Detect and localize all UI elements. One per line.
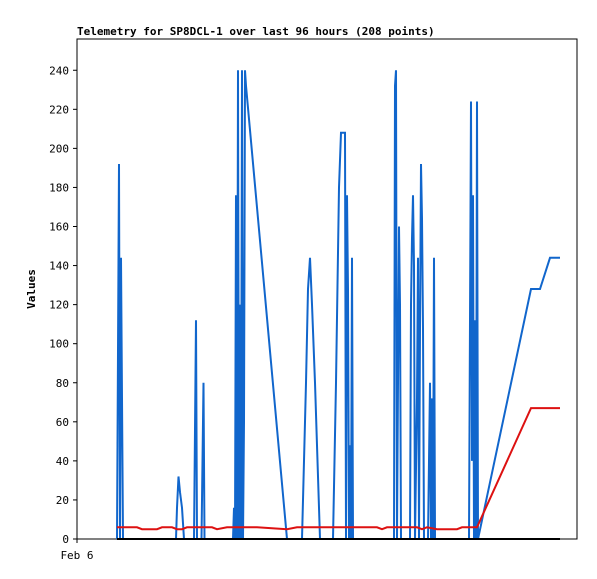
y-axis-label: Values [25,269,38,309]
y-tick-label: 220 [49,103,69,116]
series-group [116,70,560,540]
y-tick-label: 200 [49,142,69,155]
y-tick-label: 80 [56,377,69,390]
y-axis: 0 20 40 60 80 100 120 140 160 180 200 220 240 [49,64,77,546]
plot-frame [76,38,578,540]
x-axis: Feb 6 [60,539,94,562]
y-tick-label: 140 [49,260,69,273]
y-tick-label: 100 [49,338,69,351]
y-tick-label: 160 [49,221,69,234]
y-tick-label: 240 [49,64,69,77]
x-tick-label: Feb 6 [60,549,93,562]
series-line-2 [117,407,560,531]
chart-title: Telemetry for SP8DCL-1 over last 96 hour… [77,25,435,38]
y-tick-label: 180 [49,181,69,194]
y-tick-label: 40 [56,455,69,468]
y-tick-label: 0 [62,533,69,546]
y-tick-label: 60 [56,416,69,429]
series-line-1 [116,70,560,540]
y-tick-label: 120 [49,299,69,312]
y-tick-label: 20 [56,494,69,507]
